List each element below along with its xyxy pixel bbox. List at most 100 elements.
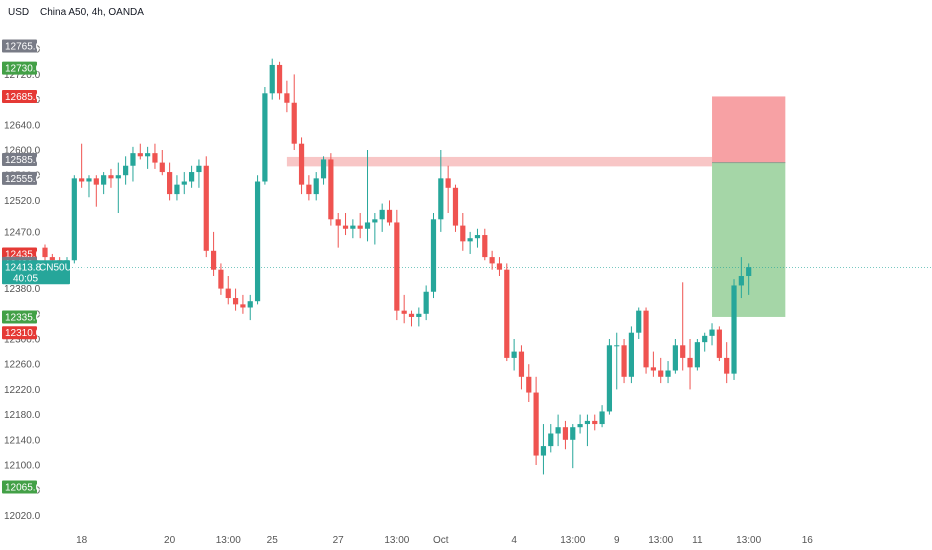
bar-countdown: 40:05: [13, 273, 38, 284]
candle: [416, 307, 422, 327]
candle-body: [430, 219, 437, 292]
candle-body: [628, 332, 634, 377]
candle: [650, 351, 656, 377]
price-label: 12310.0: [2, 326, 42, 340]
candle: [599, 405, 605, 428]
candle-body: [372, 219, 378, 223]
x-tick-label: 18: [76, 535, 88, 546]
candle: [93, 175, 99, 207]
candle: [504, 263, 510, 362]
price-label-box: [2, 310, 37, 324]
price-label-text: 12335.0: [5, 312, 42, 323]
resistance-zone: [286, 156, 713, 167]
candle: [408, 310, 415, 327]
candle: [716, 326, 722, 362]
candle: [189, 165, 195, 188]
candle-body: [247, 301, 253, 308]
x-tick-label: 20: [164, 535, 176, 546]
candle: [108, 168, 114, 188]
candle: [621, 339, 627, 384]
candle: [342, 213, 349, 236]
price-label: 12555.0: [2, 171, 42, 185]
x-tick-label: 13:00: [384, 535, 409, 546]
price-label-box: [2, 152, 37, 166]
candle-body: [548, 433, 554, 447]
candle-body: [746, 267, 752, 276]
candle-body: [687, 357, 693, 368]
candle-body: [379, 209, 385, 220]
candle: [101, 172, 107, 195]
y-tick-label: 12300.0: [4, 335, 41, 346]
candle-body: [71, 178, 77, 261]
candle: [474, 228, 481, 248]
candle-body: [218, 269, 224, 289]
candle-body: [276, 64, 283, 94]
price-label-box: [2, 171, 37, 185]
candle-body: [49, 257, 55, 261]
candle-body: [658, 370, 664, 377]
candle-body: [577, 424, 583, 428]
candle-body: [328, 159, 334, 220]
candle: [584, 414, 591, 447]
candle-body: [724, 357, 730, 374]
candle: [394, 209, 400, 321]
candle: [232, 288, 239, 311]
candle-body: [672, 345, 678, 371]
candle: [636, 307, 642, 339]
candle-body: [394, 222, 400, 311]
current-price-symbol: CN50USD: [39, 262, 86, 273]
candle: [724, 342, 730, 384]
price-label: 12730.0: [2, 61, 42, 75]
candle-body: [716, 329, 722, 358]
candle: [672, 339, 678, 374]
candle-body: [320, 159, 327, 179]
x-tick-label: 13:00: [560, 535, 585, 546]
candle-body: [167, 172, 173, 195]
candle-body: [511, 351, 517, 358]
candle: [313, 172, 319, 201]
candle-body: [504, 269, 510, 358]
candle-body: [584, 420, 591, 425]
candle: [328, 153, 334, 226]
candle: [86, 175, 92, 198]
candle: [284, 80, 290, 113]
candle-body: [137, 153, 143, 157]
candle-body: [86, 178, 92, 182]
y-tick-label: 12640.0: [4, 120, 41, 131]
candle-body: [452, 187, 459, 226]
candle: [438, 150, 444, 232]
candle: [379, 203, 385, 232]
candles-layer: [42, 58, 752, 475]
candle: [115, 162, 121, 213]
candle-body: [123, 165, 129, 176]
price-label: 12765.0: [2, 39, 42, 53]
candle: [731, 279, 737, 380]
price-label: 12065.0: [2, 480, 42, 494]
candle: [680, 282, 686, 371]
candle-body: [262, 93, 268, 182]
y-tick-label: 12020.0: [4, 511, 41, 522]
candle-body: [108, 175, 114, 179]
candle: [123, 156, 129, 185]
y-tick-label: 12470.0: [4, 227, 41, 238]
candle-body: [357, 225, 363, 229]
candle: [181, 172, 187, 195]
candle: [489, 250, 495, 270]
currency-label: USD: [8, 7, 29, 18]
candle-body: [203, 165, 209, 251]
candle: [269, 58, 275, 100]
candle: [130, 146, 136, 182]
candle-body: [232, 298, 239, 305]
candle-body: [225, 288, 231, 299]
candle: [518, 345, 525, 390]
candle: [702, 332, 708, 352]
price-label-box: [2, 61, 37, 75]
candle: [687, 339, 693, 390]
time-axis[interactable]: 18 20 13:00 25 27 13:00 Oct 4 13:00 9 13:00 11 13:00…: [76, 535, 813, 546]
candle: [386, 200, 393, 226]
candle-body: [335, 219, 341, 226]
candle: [482, 228, 488, 261]
candle-body: [196, 165, 202, 173]
x-tick-label: 4: [511, 535, 517, 546]
